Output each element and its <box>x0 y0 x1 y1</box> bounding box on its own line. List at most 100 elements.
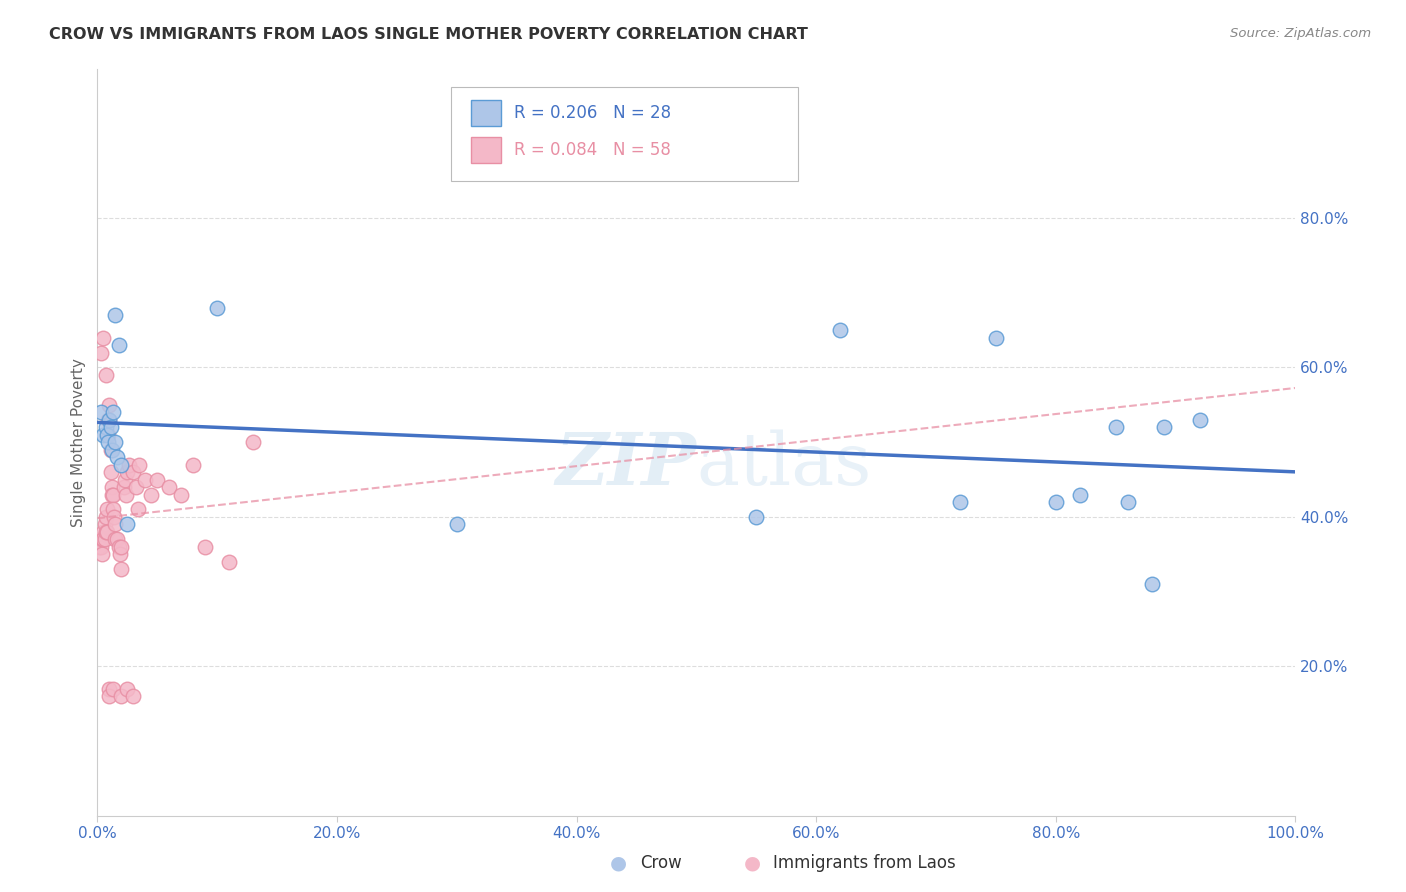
Text: ●: ● <box>610 854 627 872</box>
Point <box>110 562 132 576</box>
Point <box>90 540 112 554</box>
Text: ●: ● <box>744 854 761 872</box>
Point <box>101 681 124 696</box>
Point <box>91 547 114 561</box>
Point <box>96 524 118 539</box>
Point <box>122 465 145 479</box>
Point <box>242 435 264 450</box>
Point <box>181 458 204 472</box>
Point <box>96 427 118 442</box>
Point <box>1116 495 1139 509</box>
Point <box>117 517 139 532</box>
Point <box>125 480 148 494</box>
Point <box>98 681 121 696</box>
Point <box>100 487 122 501</box>
Point <box>101 502 124 516</box>
Point <box>104 308 127 322</box>
Point <box>100 442 122 457</box>
Point <box>93 330 115 344</box>
Point <box>93 533 115 547</box>
Point <box>141 487 163 501</box>
Point <box>108 540 131 554</box>
Text: Source: ZipAtlas.com: Source: ZipAtlas.com <box>1230 27 1371 40</box>
Point <box>1045 495 1067 509</box>
Point <box>110 458 132 472</box>
Point <box>94 510 117 524</box>
Point <box>96 502 118 516</box>
Point <box>101 405 124 419</box>
Point <box>94 524 117 539</box>
Text: CROW VS IMMIGRANTS FROM LAOS SINGLE MOTHER POVERTY CORRELATION CHART: CROW VS IMMIGRANTS FROM LAOS SINGLE MOTH… <box>49 27 808 42</box>
Point <box>984 330 1007 344</box>
Point <box>112 480 135 494</box>
Text: R = 0.206   N = 28: R = 0.206 N = 28 <box>515 104 672 122</box>
Point <box>104 435 127 450</box>
Point <box>101 487 124 501</box>
Point <box>100 442 122 457</box>
Point <box>98 398 121 412</box>
Point <box>104 517 127 532</box>
Point <box>87 540 110 554</box>
Point <box>128 458 150 472</box>
Point <box>93 533 115 547</box>
Point <box>93 524 115 539</box>
Point <box>114 473 136 487</box>
Point <box>122 690 145 704</box>
Point <box>194 540 217 554</box>
Text: atlas: atlas <box>696 429 872 500</box>
Point <box>94 368 117 382</box>
Point <box>105 533 128 547</box>
Point <box>146 473 169 487</box>
Text: Crow: Crow <box>640 855 682 872</box>
Point <box>104 533 127 547</box>
Point <box>100 480 122 494</box>
Point <box>1153 420 1175 434</box>
Point <box>127 502 149 516</box>
Text: Immigrants from Laos: Immigrants from Laos <box>773 855 956 872</box>
Point <box>117 458 139 472</box>
Text: R = 0.084   N = 58: R = 0.084 N = 58 <box>515 141 671 160</box>
Point <box>115 487 138 501</box>
FancyBboxPatch shape <box>471 100 501 126</box>
Point <box>1140 577 1163 591</box>
Point <box>745 510 768 524</box>
Point <box>98 690 121 704</box>
Point <box>89 533 111 547</box>
Point <box>1069 487 1091 501</box>
FancyBboxPatch shape <box>451 87 799 180</box>
Point <box>170 487 193 501</box>
Point <box>98 413 121 427</box>
Point <box>218 555 240 569</box>
Point <box>90 405 112 419</box>
Y-axis label: Single Mother Poverty: Single Mother Poverty <box>72 358 86 526</box>
Point <box>98 413 121 427</box>
Point <box>91 533 114 547</box>
Point <box>117 465 139 479</box>
Point <box>1188 413 1211 427</box>
Point <box>105 450 128 465</box>
Point <box>108 338 131 352</box>
Point <box>97 435 120 450</box>
Point <box>93 517 115 532</box>
Point <box>205 301 228 315</box>
Point <box>100 420 122 434</box>
Point <box>93 427 115 442</box>
Point <box>97 413 120 427</box>
Point <box>100 465 122 479</box>
FancyBboxPatch shape <box>471 137 501 163</box>
Point <box>97 427 120 442</box>
Point <box>117 681 139 696</box>
Point <box>103 510 125 524</box>
Point <box>110 690 132 704</box>
Point <box>90 345 112 359</box>
Point <box>108 547 131 561</box>
Point <box>1105 420 1128 434</box>
Point <box>949 495 972 509</box>
Point <box>446 517 468 532</box>
Point <box>830 323 852 337</box>
Point <box>157 480 180 494</box>
Point <box>94 420 117 434</box>
Point <box>134 473 156 487</box>
Point <box>110 540 132 554</box>
Text: ZIP: ZIP <box>555 429 696 500</box>
